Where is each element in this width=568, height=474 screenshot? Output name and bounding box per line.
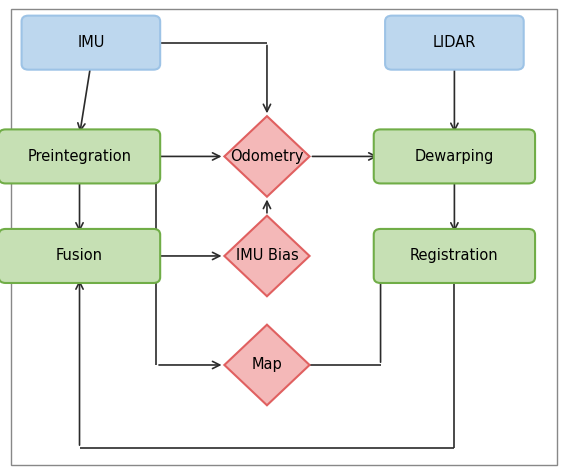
FancyArrowPatch shape	[159, 153, 220, 160]
FancyArrowPatch shape	[312, 153, 376, 160]
FancyArrowPatch shape	[264, 201, 270, 213]
FancyBboxPatch shape	[0, 229, 160, 283]
Text: Dewarping: Dewarping	[415, 149, 494, 164]
FancyArrowPatch shape	[76, 282, 83, 445]
Text: Map: Map	[252, 357, 282, 373]
Text: LIDAR: LIDAR	[433, 35, 476, 50]
FancyArrowPatch shape	[377, 261, 384, 362]
Text: Registration: Registration	[410, 248, 499, 264]
Text: Fusion: Fusion	[56, 248, 103, 264]
FancyArrowPatch shape	[159, 252, 220, 260]
Text: Odometry: Odometry	[230, 149, 304, 164]
Polygon shape	[224, 116, 310, 197]
FancyBboxPatch shape	[22, 16, 160, 70]
FancyBboxPatch shape	[0, 129, 160, 183]
FancyArrowPatch shape	[76, 181, 83, 230]
Polygon shape	[224, 325, 310, 405]
FancyArrowPatch shape	[451, 67, 458, 130]
Text: IMU: IMU	[77, 35, 105, 50]
Polygon shape	[224, 216, 310, 296]
FancyBboxPatch shape	[374, 229, 535, 283]
FancyArrowPatch shape	[451, 181, 458, 230]
FancyBboxPatch shape	[385, 16, 524, 70]
FancyArrowPatch shape	[159, 361, 220, 369]
FancyArrowPatch shape	[78, 67, 90, 130]
FancyArrowPatch shape	[264, 46, 270, 111]
Text: Preintegration: Preintegration	[27, 149, 132, 164]
FancyBboxPatch shape	[374, 129, 535, 183]
Text: IMU Bias: IMU Bias	[236, 248, 298, 264]
